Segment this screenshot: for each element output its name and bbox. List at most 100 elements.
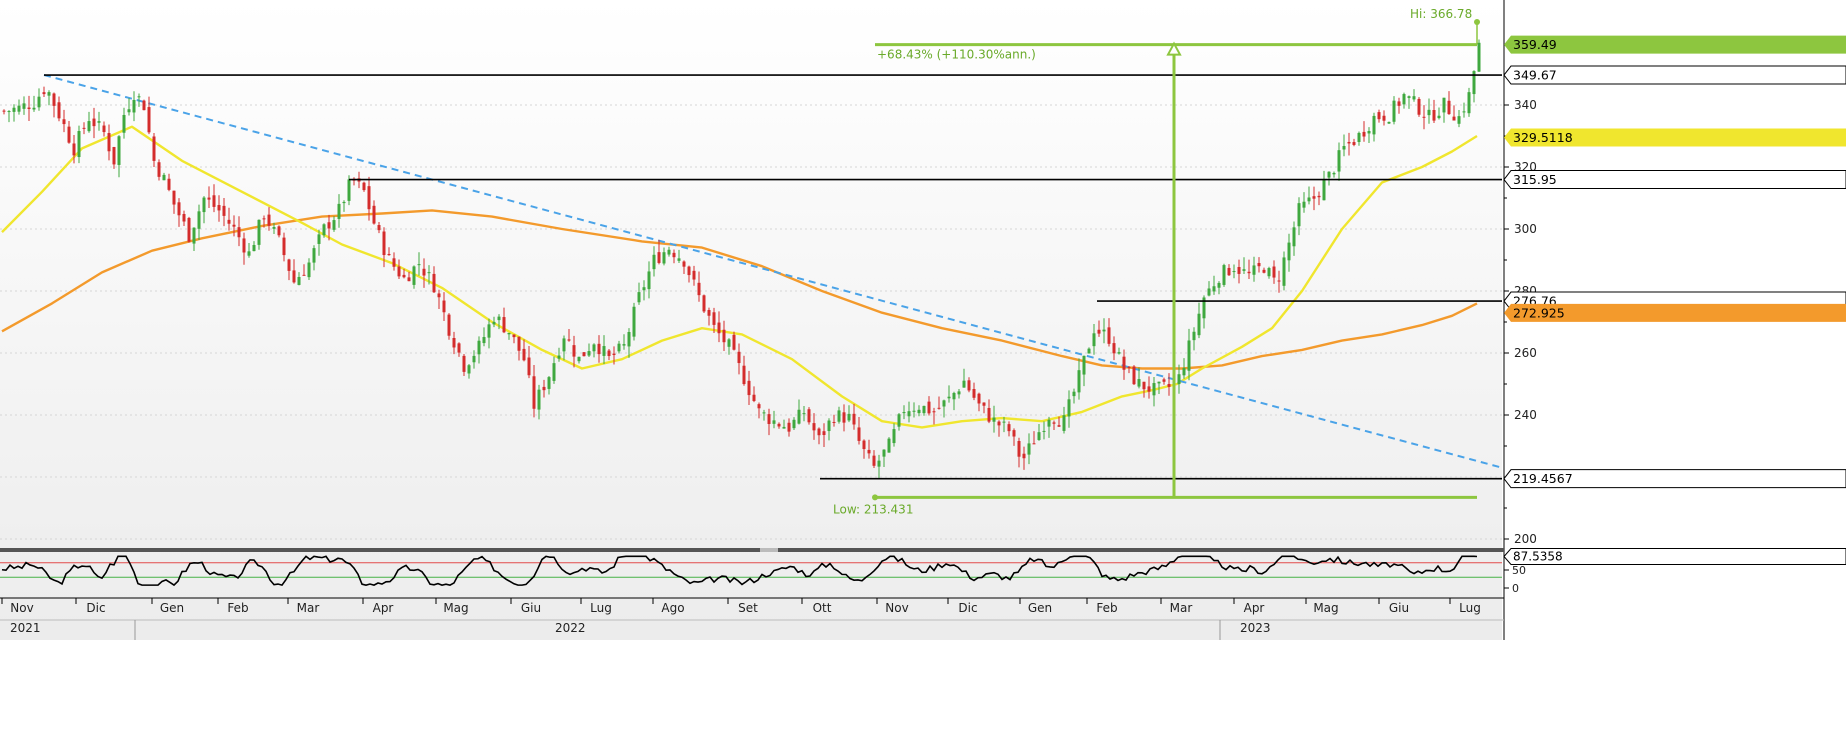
candle-body xyxy=(622,344,626,346)
candle-body xyxy=(1272,266,1276,278)
candle-body xyxy=(282,237,286,256)
candle-body xyxy=(1132,366,1136,385)
candle-body xyxy=(167,178,171,190)
candle-body xyxy=(1157,381,1161,384)
candle-body xyxy=(847,413,851,421)
x-month-label: Dic xyxy=(86,601,105,615)
candle-body xyxy=(382,231,386,256)
candle-body xyxy=(607,350,611,357)
candle-body xyxy=(632,306,636,337)
candle-body xyxy=(1412,96,1416,100)
x-month-label: Nov xyxy=(10,601,33,615)
candle-body xyxy=(297,276,301,285)
ma200-line xyxy=(1,209,1478,370)
candle-body xyxy=(532,376,536,409)
price-tag-label: 272.925 xyxy=(1513,305,1565,320)
candle-body xyxy=(117,136,121,165)
candle-body xyxy=(1437,115,1441,119)
candle-body xyxy=(1362,131,1366,137)
candle-body xyxy=(697,282,701,296)
candle-body xyxy=(1142,381,1146,390)
candle-body xyxy=(1107,327,1111,344)
candle-body xyxy=(217,205,221,211)
x-year-label: 2022 xyxy=(555,621,586,635)
candle-body xyxy=(1467,92,1471,114)
candle-body xyxy=(982,402,986,406)
candle-body xyxy=(1242,269,1246,271)
panel-divider xyxy=(0,548,1504,552)
candle-body xyxy=(652,254,656,270)
candle-body xyxy=(877,460,881,467)
candle-body xyxy=(1282,257,1286,286)
candle-body xyxy=(462,355,466,372)
candle-body xyxy=(1027,443,1031,455)
candle-body xyxy=(1287,242,1291,261)
x-month-label: Apr xyxy=(373,601,394,615)
candle-body xyxy=(407,277,411,282)
candle-body xyxy=(672,252,676,258)
candle-body xyxy=(967,380,971,391)
candle-body xyxy=(747,380,751,396)
candle-body xyxy=(542,386,546,391)
candle-body xyxy=(482,337,486,344)
candle-body xyxy=(1022,453,1026,459)
candle-body xyxy=(1357,132,1361,143)
candle-body xyxy=(1472,71,1476,95)
candle-body xyxy=(957,391,961,395)
candle-body xyxy=(757,404,761,409)
price-tags: 359.49349.67329.5118315.95276.76272.9252… xyxy=(1503,35,1846,489)
candle-body xyxy=(782,426,786,429)
candle-body xyxy=(262,218,266,220)
candle-body xyxy=(537,389,541,410)
candle-body xyxy=(112,147,116,165)
candle-body xyxy=(587,351,591,356)
candle-body xyxy=(1237,266,1241,274)
candle-body xyxy=(502,317,506,333)
candle-body xyxy=(792,419,796,429)
candle-body xyxy=(882,449,886,457)
candle-body xyxy=(72,143,76,156)
candle-body xyxy=(1257,262,1261,267)
candle-body xyxy=(927,401,931,414)
candle-body xyxy=(257,219,261,245)
candle-body xyxy=(317,234,321,244)
candle-body xyxy=(137,96,141,98)
candle-body xyxy=(647,271,651,290)
candle-body xyxy=(292,270,296,283)
candle-body xyxy=(1347,141,1351,144)
candle-body xyxy=(852,413,856,425)
candle-body xyxy=(477,340,481,355)
candle-body xyxy=(1097,329,1101,334)
x-month-label: Lug xyxy=(590,601,612,615)
candle-body xyxy=(692,270,696,280)
x-month-label: Feb xyxy=(227,601,248,615)
x-month-label: Nov xyxy=(885,601,908,615)
candle-body xyxy=(992,417,996,422)
x-month-label: Dic xyxy=(958,601,977,615)
candle-body xyxy=(1317,195,1321,198)
candle-body xyxy=(947,396,951,399)
candle-body xyxy=(1392,100,1396,122)
candle-body xyxy=(1292,227,1296,247)
candle-body xyxy=(1152,383,1156,396)
candle-body xyxy=(1067,399,1071,417)
candle-body xyxy=(857,427,861,441)
candle-body xyxy=(272,226,276,229)
candle-body xyxy=(662,252,666,264)
y-tick-label: 240 xyxy=(1514,408,1537,422)
candle-body xyxy=(42,92,46,95)
candle-body xyxy=(47,92,51,96)
candle-body xyxy=(1327,171,1331,178)
candle-body xyxy=(862,440,866,450)
candle-body xyxy=(972,389,976,398)
candle-body xyxy=(1167,383,1171,387)
candle-body xyxy=(1052,422,1056,424)
candle-body xyxy=(392,258,396,267)
measure-arrow-icon xyxy=(1166,41,1182,56)
candle-body xyxy=(752,394,756,401)
y-tick-label: 200 xyxy=(1514,532,1537,546)
candle-body xyxy=(717,322,721,334)
price-tag-background xyxy=(1504,303,1846,322)
candle-body xyxy=(457,343,461,353)
candle-body xyxy=(1112,343,1116,354)
